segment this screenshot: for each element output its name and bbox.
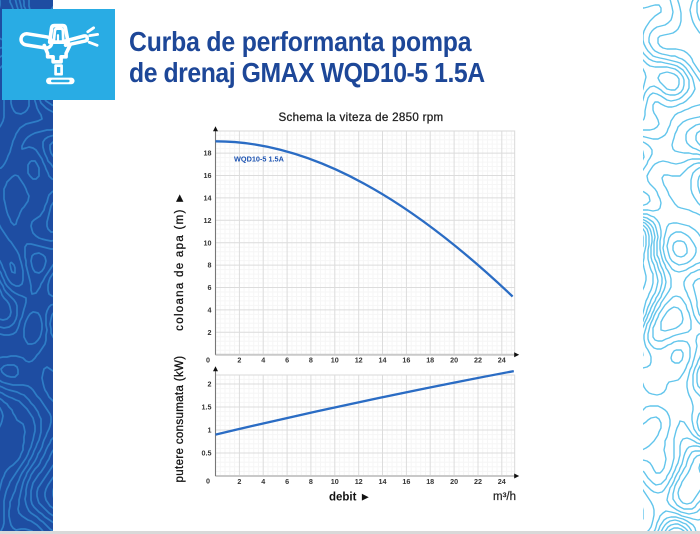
svg-text:2: 2 xyxy=(237,477,241,486)
svg-text:4: 4 xyxy=(208,306,212,315)
svg-text:debit ►: debit ► xyxy=(329,492,371,504)
svg-text:22: 22 xyxy=(474,356,482,365)
svg-text:12: 12 xyxy=(355,477,363,486)
svg-text:2: 2 xyxy=(237,356,241,365)
svg-text:2: 2 xyxy=(208,328,212,337)
svg-text:putere consumata (kW): putere consumata (kW) xyxy=(174,356,186,483)
svg-text:m³/h: m³/h xyxy=(493,491,516,503)
svg-text:22: 22 xyxy=(474,477,482,486)
svg-text:8: 8 xyxy=(309,356,313,365)
svg-text:0.5: 0.5 xyxy=(202,449,212,458)
svg-text:6: 6 xyxy=(285,356,289,365)
svg-text:16: 16 xyxy=(204,171,212,180)
svg-text:10: 10 xyxy=(204,238,212,247)
svg-text:Schema la viteza de 2850 rpm: Schema la viteza de 2850 rpm xyxy=(278,111,443,124)
svg-text:18: 18 xyxy=(426,477,434,486)
svg-text:24: 24 xyxy=(498,477,506,486)
svg-text:12: 12 xyxy=(355,356,363,365)
svg-text:10: 10 xyxy=(331,356,339,365)
svg-text:14: 14 xyxy=(379,356,387,365)
svg-text:0: 0 xyxy=(206,356,210,365)
svg-text:6: 6 xyxy=(285,477,289,486)
svg-text:10: 10 xyxy=(331,477,339,486)
svg-text:8: 8 xyxy=(208,261,212,270)
svg-text:18: 18 xyxy=(204,149,212,158)
svg-text:4: 4 xyxy=(261,356,265,365)
svg-text:0: 0 xyxy=(206,476,210,485)
svg-text:20: 20 xyxy=(450,356,458,365)
svg-text:1: 1 xyxy=(208,426,212,435)
svg-text:16: 16 xyxy=(402,477,410,486)
svg-text:20: 20 xyxy=(450,477,458,486)
svg-text:14: 14 xyxy=(204,194,212,203)
svg-text:4: 4 xyxy=(261,477,265,486)
svg-text:24: 24 xyxy=(498,356,506,365)
svg-text:18: 18 xyxy=(426,356,434,365)
svg-text:6: 6 xyxy=(208,283,212,292)
svg-text:16: 16 xyxy=(402,356,410,365)
svg-text:8: 8 xyxy=(309,477,313,486)
svg-text:WQD10-5 1.5A: WQD10-5 1.5A xyxy=(234,155,285,164)
svg-text:12: 12 xyxy=(204,216,212,225)
svg-text:14: 14 xyxy=(379,477,387,486)
svg-text:2: 2 xyxy=(208,380,212,389)
svg-text:1.5: 1.5 xyxy=(202,403,212,412)
svg-text:coloana de apa (m) ►: coloana de apa (m) ► xyxy=(174,191,186,331)
